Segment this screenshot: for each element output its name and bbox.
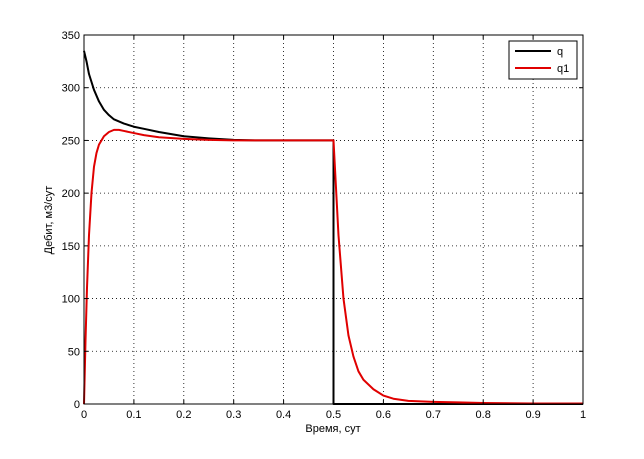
y-tick-label: 150: [62, 241, 80, 253]
x-tick-label: 0.5: [326, 409, 341, 421]
x-axis-label: Время, сут: [305, 423, 360, 435]
ticks: 0 0.1 0.2 0.3 0.4 0.5 0.6 0.7 0.8 0.9 1 0 50 100 150 20…: [62, 30, 586, 421]
x-tick-label: 0.8: [476, 409, 491, 421]
y-tick-label: 100: [62, 294, 80, 306]
y-tick-label: 300: [62, 83, 80, 95]
x-tick-label: 0.1: [126, 409, 141, 421]
legend-box: [508, 40, 578, 80]
x-tick-label: 0.6: [376, 409, 391, 421]
y-tick-label: 0: [74, 399, 80, 411]
legend-label-q1: q1: [557, 63, 569, 75]
x-tick-label: 0.7: [426, 409, 441, 421]
x-tick-label: 0.4: [276, 409, 291, 421]
legend: q q1: [508, 40, 578, 80]
y-axis-label: Дебит, м3/сут: [43, 186, 55, 255]
legend-label-q: q: [557, 46, 563, 58]
y-tick-label: 350: [62, 30, 80, 42]
y-tick-label: 50: [68, 346, 80, 358]
x-tick-label: 1: [580, 409, 586, 421]
x-tick-label: 0.3: [226, 409, 241, 421]
x-tick-label: 0.9: [525, 409, 540, 421]
x-tick-label: 0: [81, 409, 87, 421]
series-line-q1: [83, 128, 583, 405]
y-tick-label: 200: [62, 188, 80, 200]
x-tick-label: 0.2: [176, 409, 191, 421]
y-tick-label: 250: [62, 135, 80, 147]
